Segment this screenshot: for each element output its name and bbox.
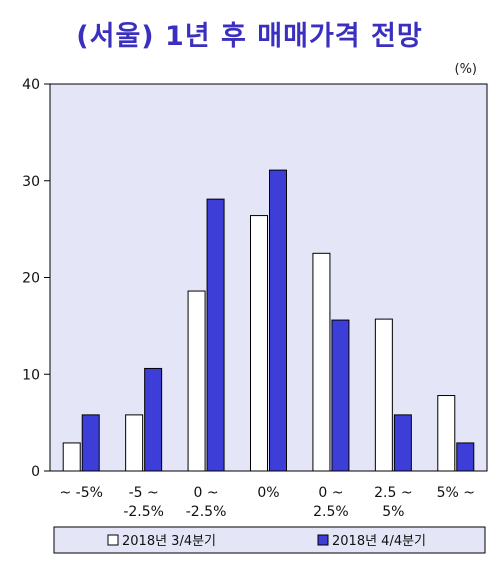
bars xyxy=(62,169,475,472)
x-axis-labels: ~ -5% -5 ~ -2.5% 0 ~ -2.5% 0% 0 ~ 2.5% 2.5 ~ 5% 5%… xyxy=(59,485,474,520)
x-category-label: 0% xyxy=(257,485,279,501)
unit-label: (%) xyxy=(454,62,478,77)
y-tick-label: 20 xyxy=(22,271,40,287)
bar-2018q4 xyxy=(269,169,287,472)
bar-2018q3 xyxy=(374,318,393,472)
x-category-label: 5% xyxy=(382,504,404,520)
y-tick-label: 30 xyxy=(22,174,40,190)
x-category-label: -2.5% xyxy=(186,504,227,520)
bar-2018q4 xyxy=(456,442,475,472)
bar-2018q3 xyxy=(125,414,144,472)
x-category-label: 0 ~ xyxy=(318,485,343,501)
legend-swatch xyxy=(107,534,119,546)
bar-2018q4 xyxy=(81,414,100,472)
legend-label: 2018년 3/4분기 xyxy=(122,534,216,549)
x-category-label: 2.5% xyxy=(313,504,349,520)
y-tick-label: 40 xyxy=(22,77,40,93)
x-category-label: -5 ~ xyxy=(129,485,159,501)
bar-2018q3 xyxy=(187,290,206,472)
bar-2018q3 xyxy=(250,215,268,472)
bar-2018q3 xyxy=(312,252,331,472)
bar-2018q4 xyxy=(206,198,225,472)
x-category-label: 2.5 ~ xyxy=(374,485,412,501)
y-tick-label: 0 xyxy=(31,464,40,480)
bar-2018q4 xyxy=(393,414,412,472)
bar-2018q4 xyxy=(331,319,350,472)
legend-label: 2018년 4/4분기 xyxy=(332,534,426,549)
plot-area xyxy=(49,83,488,472)
legend-box xyxy=(53,526,486,554)
bar-2018q4 xyxy=(144,367,163,472)
legend-swatch xyxy=(317,534,329,546)
x-category-label: 0 ~ xyxy=(194,485,219,501)
x-category-label: 5% ~ xyxy=(437,485,475,501)
y-tick-label: 10 xyxy=(22,367,40,383)
bar-2018q3 xyxy=(62,442,81,472)
y-axis: 0 10 20 30 40 xyxy=(22,77,50,480)
x-category-label: -2.5% xyxy=(123,504,164,520)
legend: 2018년 3/4분기 2018년 4/4분기 xyxy=(53,526,486,554)
bar-2018q3 xyxy=(437,395,456,472)
chart-title: (서울) 1년 후 매매가격 전망 xyxy=(76,21,423,52)
x-category-label: ~ -5% xyxy=(59,485,102,501)
